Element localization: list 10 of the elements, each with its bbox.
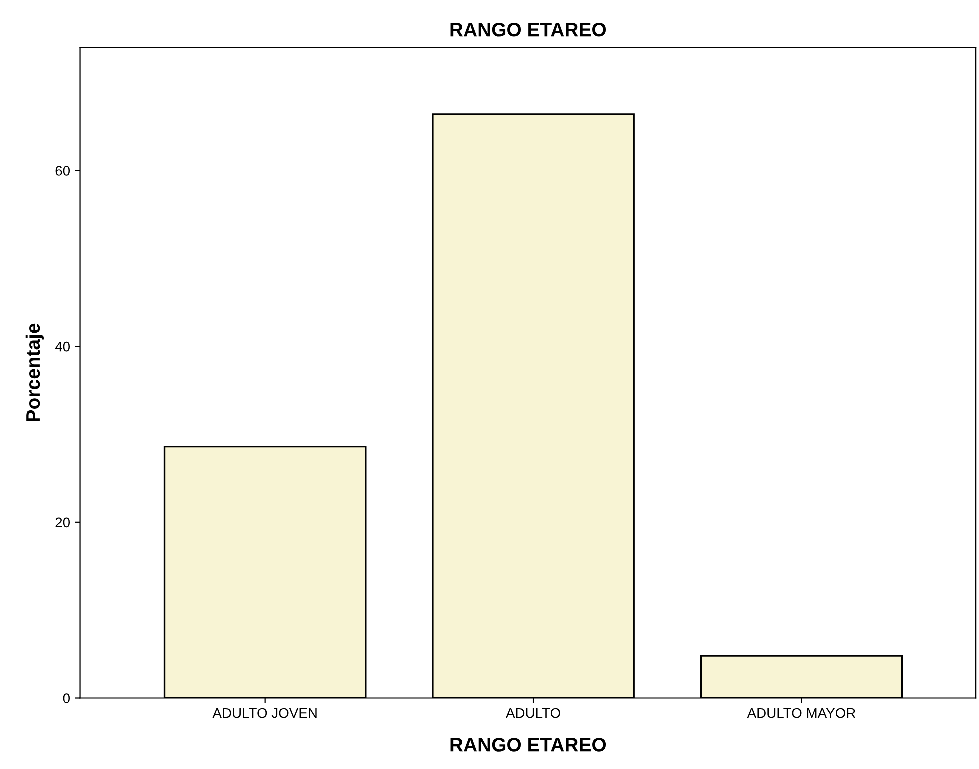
y-tick-label: 20 [56,518,70,528]
chart-title: RANGO ETAREO [450,22,606,37]
x-tick-label: ADULTO [506,708,560,718]
x-tick-label: ADULTO MAYOR [747,708,856,718]
y-axis-title: Porcentaje [26,324,44,422]
x-tick-label: ADULTO JOVEN [212,708,317,718]
y-tick-label: 60 [56,166,70,176]
y-tick-label: 40 [55,342,70,352]
y-tick-label: 0 [63,694,70,704]
x-axis-title: RANGO ETAREO [450,738,606,752]
